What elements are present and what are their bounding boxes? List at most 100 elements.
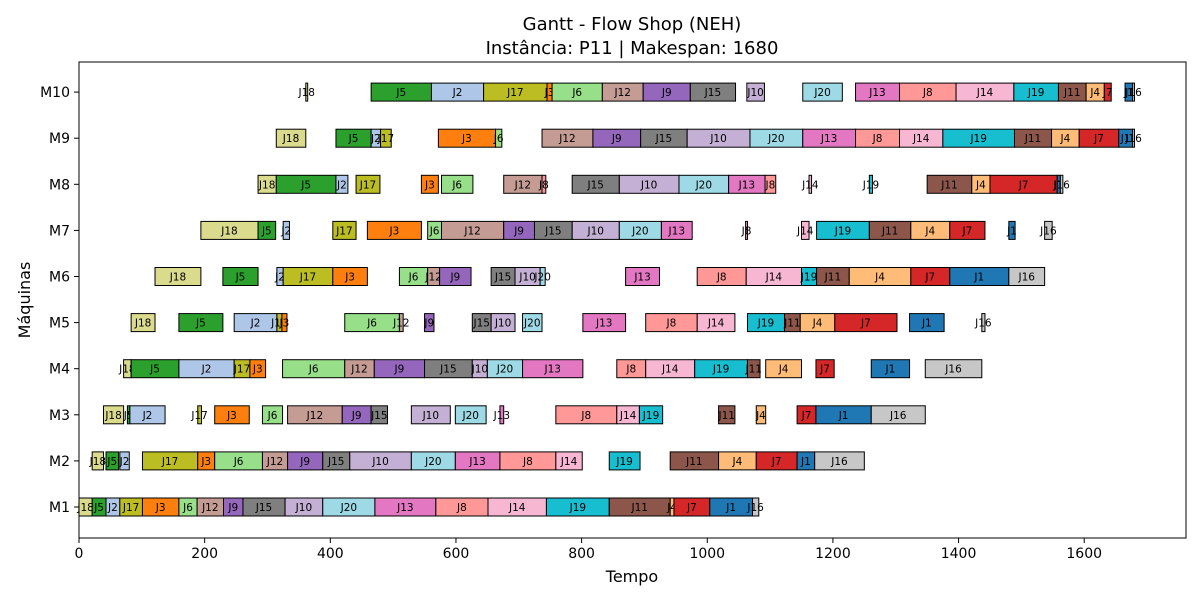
gantt-bar-label: J2: [370, 133, 381, 145]
gantt-bar: [541, 174, 547, 194]
gantt-bar: [281, 313, 288, 333]
gantt-bar-label: J12: [306, 410, 323, 422]
gantt-bar-label: J3: [200, 456, 211, 468]
x-tick-label: 800: [568, 546, 595, 562]
gantt-bar-label: J11: [718, 410, 735, 422]
gantt-bar: [755, 405, 767, 425]
gantt-bar-label: J3: [279, 318, 290, 330]
gantt-bar-label: J2: [336, 179, 347, 191]
gantt-bar-label: J4: [778, 364, 789, 376]
gantt-bar-label: J14: [707, 318, 725, 330]
x-tick-label: 1000: [689, 546, 725, 562]
gantt-bar-label: J4: [755, 410, 766, 422]
gantt-bar-label: J20: [523, 318, 540, 330]
gantt-bar: [638, 405, 664, 425]
gantt-bar: [129, 405, 166, 425]
chart-title-line1: Gantt - Flow Shop (NEH): [523, 14, 742, 35]
gantt-bar-label: J9: [351, 410, 362, 422]
gantt-bar-label: J1: [1053, 179, 1064, 191]
gantt-bar-label: J18: [89, 456, 106, 468]
gantt-bar: [332, 267, 368, 286]
gantt-bar-label: J20: [533, 272, 550, 284]
gantt-bar-label: J13: [543, 364, 560, 376]
gantt-bar-label: J19: [642, 410, 659, 422]
x-tick-label: 0: [75, 546, 84, 562]
gantt-bar-label: J6: [429, 225, 440, 237]
gantt-bar: [746, 359, 761, 379]
gantt-bar: [625, 267, 661, 286]
gantt-bar-label: J9: [611, 133, 622, 145]
gantt-bar: [495, 128, 503, 148]
gantt-bar-label: J10: [422, 410, 439, 422]
gantt-bar-label: J4: [732, 456, 743, 468]
x-tick-label: 200: [191, 546, 218, 562]
gantt-bar-label: J8: [716, 272, 727, 284]
gantt-bar-label: J13: [595, 318, 612, 330]
gantt-bar: [689, 82, 737, 102]
gantt-bar-label: J1: [838, 410, 849, 422]
gantt-bar-label: J16: [830, 456, 848, 468]
gantt-bar-label: J6: [408, 272, 419, 284]
gantt-bar-label: J20: [631, 225, 648, 237]
gantt-bar: [808, 174, 813, 194]
gantt-bar: [868, 174, 873, 194]
gantt-bar-label: J16: [1018, 272, 1036, 284]
gantt-bar-label: J20: [496, 364, 513, 376]
y-axis-label: Máquinas: [15, 262, 34, 339]
gantt-bar-label: J8: [765, 179, 776, 191]
gantt-bar-label: J6: [267, 410, 278, 422]
gantt-bar-label: J5: [261, 225, 272, 237]
gantt-bar-label: J11: [783, 318, 800, 330]
x-tick-label: 1600: [1066, 546, 1102, 562]
gantt-bar-label: J4: [874, 272, 885, 284]
gantt-bar-label: J15: [704, 87, 721, 99]
gantt-bar-label: J15: [494, 272, 511, 284]
x-tick-label: 1400: [941, 546, 977, 562]
gantt-bar: [765, 359, 803, 379]
gantt-bar-label: J15: [587, 179, 604, 191]
gantt-bar: [355, 174, 381, 194]
gantt-bar-label: J7: [1102, 87, 1113, 99]
gantt-bar: [1008, 220, 1016, 240]
gantt-bar-label: J12: [350, 364, 367, 376]
gantt-bar-label: J2: [452, 87, 463, 99]
gantt-bar-label: J9: [661, 87, 672, 99]
gantt-bar-label: J2: [274, 272, 285, 284]
gantt-bar-label: J7: [801, 410, 812, 422]
gantt-bar: [119, 451, 130, 471]
gantt-bar-label: J5: [195, 318, 206, 330]
gantt-bar-label: J6: [233, 456, 244, 468]
gantt-bar-label: J17: [359, 179, 376, 191]
gantt-bar-label: J14: [560, 456, 578, 468]
gantt-bar-label: J5: [235, 272, 246, 284]
gantt-bar-label: J18: [282, 133, 299, 145]
gantt-bar-label: J16: [889, 410, 907, 422]
gantt-bar-label: J7: [961, 225, 972, 237]
gantt-bar-label: J19: [969, 133, 986, 145]
gantt-bar-label: J7: [860, 318, 871, 330]
gantt-bar-label: J11: [1063, 87, 1080, 99]
gantt-bar-label: J16: [1039, 225, 1057, 237]
gantt-bar-label: J1: [921, 318, 932, 330]
gantt-bar-label: J19: [862, 179, 879, 191]
gantt-bar-label: J14: [661, 364, 679, 376]
gantt-bar: [1103, 82, 1112, 102]
gantt-bar: [745, 220, 748, 240]
gantt-bar: [696, 313, 736, 333]
gantt-bar: [1132, 82, 1135, 102]
gantt-bar-label: J2: [107, 502, 118, 514]
gantt-bar-label: J18: [298, 87, 315, 99]
gantt-bar: [1044, 220, 1053, 240]
gantt-bar-label: J16: [746, 502, 764, 514]
gantt-bar: [366, 220, 422, 240]
gantt-bar-label: J1: [885, 364, 896, 376]
gantt-bar-label: J18: [104, 410, 121, 422]
gantt-bar-label: J20: [767, 133, 784, 145]
gantt-bar-label: J11: [630, 502, 647, 514]
gantt-bar-label: J4: [1059, 133, 1070, 145]
gantt-bar-label: J8: [741, 225, 752, 237]
gantt-bar-label: J13: [738, 179, 755, 191]
gantt-bar: [261, 405, 284, 425]
gantt-bar-label: J3: [155, 502, 166, 514]
